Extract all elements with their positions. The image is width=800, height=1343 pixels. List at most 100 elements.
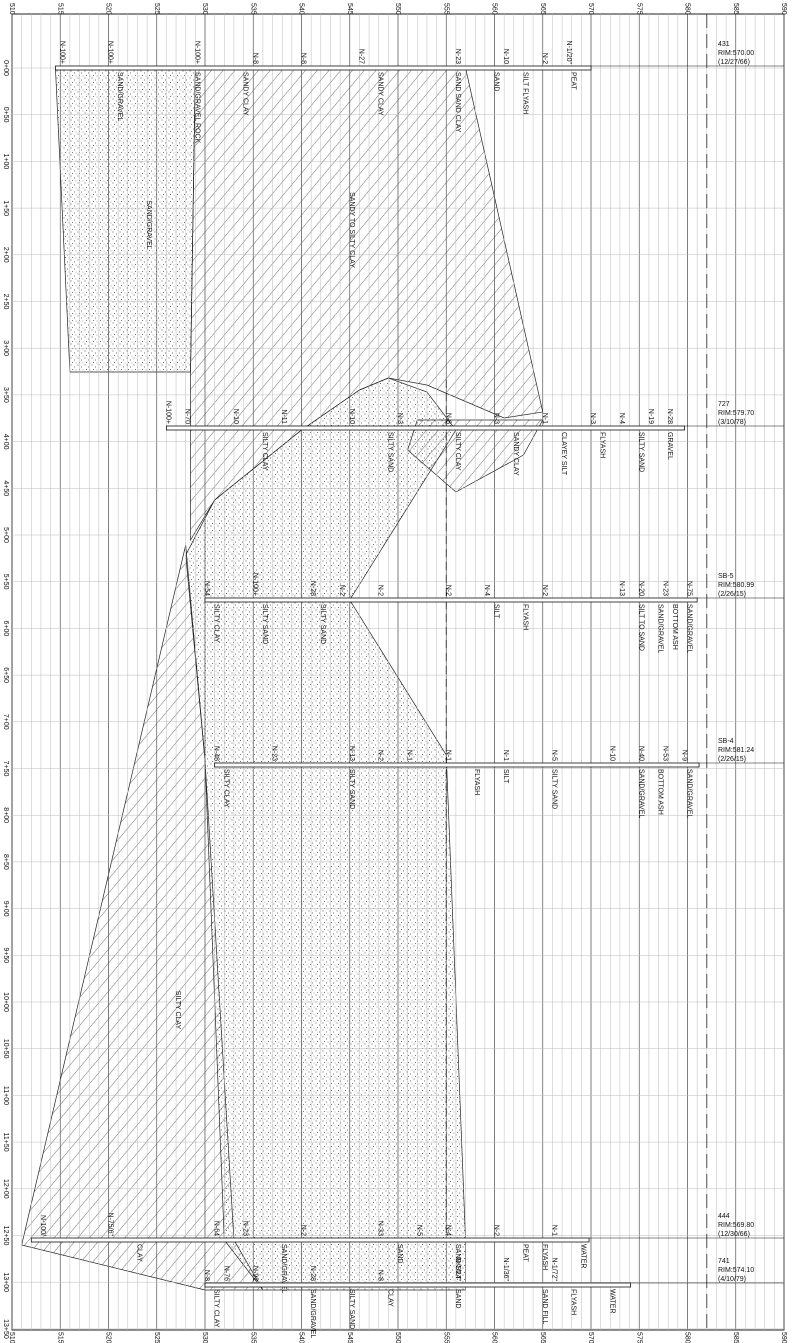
- elevation-label: 575: [635, 3, 642, 15]
- soil-label: GRAVEL: [666, 432, 673, 460]
- station-label: 4+50: [2, 480, 9, 496]
- boring-rim: RIM:569.80: [718, 1222, 754, 1229]
- elevation-label: 545: [346, 1332, 353, 1343]
- soil-label: FLYASH: [599, 432, 606, 458]
- station-label: 11+50: [2, 1133, 9, 1152]
- n-value: N-5: [550, 750, 557, 761]
- soil-label: SILTY SAND: [348, 1289, 355, 1329]
- boring-rim: RIM:574.10: [718, 1267, 754, 1274]
- n-value: N-5: [415, 1225, 422, 1236]
- boring-id: 431: [718, 41, 730, 48]
- n-value: N-2: [338, 585, 345, 596]
- station-label: 1+00: [2, 154, 9, 170]
- station-label: 8+50: [2, 854, 9, 870]
- n-value: N-100+: [107, 41, 114, 64]
- station-label: 10+50: [2, 1039, 9, 1059]
- n-value: N-8: [377, 1270, 384, 1281]
- soil-label: SILT FLYASH: [521, 72, 528, 114]
- soil-label: SAND/GRAVEL: [686, 769, 693, 818]
- soil-label: SAND SAND CLAY: [454, 72, 461, 133]
- elevation-label: 535: [249, 3, 256, 15]
- soil-label: SAND/GRAVEL: [116, 72, 123, 121]
- elevation-label: 540: [298, 3, 305, 15]
- boring-rim: RIM:580.99: [718, 582, 754, 589]
- soil-label: PEAT: [570, 72, 577, 90]
- elevation-label: 510: [8, 3, 15, 15]
- soil-label: FLYASH: [570, 1289, 577, 1315]
- n-value: N-19: [647, 409, 654, 424]
- station-label: 10+00: [2, 992, 9, 1012]
- soil-label: SILTY CLAY: [222, 769, 229, 808]
- elevation-label: 530: [201, 3, 208, 15]
- boring-date: (2/26/15): [718, 591, 746, 598]
- elevation-label: 540: [298, 1332, 305, 1343]
- n-value: N-8: [251, 53, 258, 64]
- soil-label: SILTY SAND: [348, 769, 355, 809]
- station-label: 13+00: [2, 1272, 9, 1292]
- boring-rim: RIM:579.70: [718, 410, 754, 417]
- n-value: N-27: [357, 49, 364, 64]
- n-value: N-1: [550, 1225, 557, 1236]
- elevation-label: 530: [201, 1332, 208, 1343]
- soil-label: PEAT: [521, 1244, 528, 1262]
- n-value: N-100+: [251, 573, 258, 596]
- soil-label: SAND/GRAVEL: [686, 604, 693, 653]
- region-label: SAND/GRAVEL: [145, 200, 152, 249]
- boring-id: 741: [718, 1258, 730, 1265]
- n-value: N-10: [348, 409, 355, 424]
- station-label: 3+50: [2, 387, 9, 403]
- elevation-label: 535: [249, 1332, 256, 1343]
- boring-id: 444: [718, 1213, 730, 1220]
- n-value: N-100/: [39, 1215, 46, 1236]
- elevation-label: 585: [732, 1332, 739, 1343]
- sand-gravel-layer: [55, 67, 196, 373]
- soil-label: FLYASH: [473, 769, 480, 795]
- n-value: N-4: [483, 585, 490, 596]
- n-value: N-1/36": [502, 1258, 509, 1282]
- elevation-label: 525: [153, 1332, 160, 1343]
- elevation-label: 555: [442, 3, 449, 15]
- station-label: 7+00: [2, 714, 9, 730]
- n-value: N-4: [618, 413, 625, 424]
- soil-label: SILTY SAND: [261, 604, 268, 644]
- n-value: N-4: [444, 1225, 451, 1236]
- soil-label: SILT TO SAND: [637, 604, 644, 651]
- n-value: N-8: [203, 1270, 210, 1281]
- elevation-label: 515: [56, 1332, 63, 1343]
- soil-label: FLYASH: [521, 604, 528, 630]
- n-value: N-2: [377, 585, 384, 596]
- soil-label: SILTY SAND: [319, 604, 326, 644]
- elevation-label: 575: [635, 1332, 642, 1343]
- soil-label: SAND/GRAVEL ROCK: [193, 72, 200, 144]
- boring-rim: RIM:581.24: [718, 747, 754, 754]
- boring-id: 727: [718, 401, 730, 408]
- boring-date: (4/10/79): [718, 1276, 746, 1283]
- elevation-label: 560: [491, 1332, 498, 1343]
- n-value: N-2: [444, 585, 451, 596]
- elevation-label: 545: [346, 3, 353, 15]
- soil-label: SILT: [502, 769, 509, 784]
- soil-label: SANDY CLAY: [512, 432, 519, 476]
- soil-label: SILTY SAND: [637, 432, 644, 472]
- n-value: N-23: [271, 746, 278, 761]
- station-label: 2+50: [2, 294, 9, 310]
- n-value: N-28: [309, 1266, 316, 1281]
- station-label: 8+00: [2, 807, 9, 823]
- n-value: N-40: [637, 746, 644, 761]
- n-value: N-1/24": [454, 1258, 461, 1282]
- region-label: SANDY TO SILTY CLAY: [348, 192, 355, 268]
- n-value: N-48: [213, 746, 220, 761]
- n-value: N-11: [280, 409, 287, 424]
- boring: [204, 597, 698, 603]
- boring-id: SB-4: [718, 738, 734, 745]
- n-value: N-23: [661, 581, 668, 596]
- station-label: 2+00: [2, 247, 9, 263]
- n-value: N-1/20": [565, 41, 572, 65]
- n-value: N-1: [406, 750, 413, 761]
- n-value: N-33: [377, 1221, 384, 1236]
- n-value: N-13: [618, 581, 625, 596]
- elevation-label: 520: [105, 3, 112, 15]
- n-value: N-23: [242, 1221, 249, 1236]
- soil-label: SILTY CLAY: [213, 604, 220, 643]
